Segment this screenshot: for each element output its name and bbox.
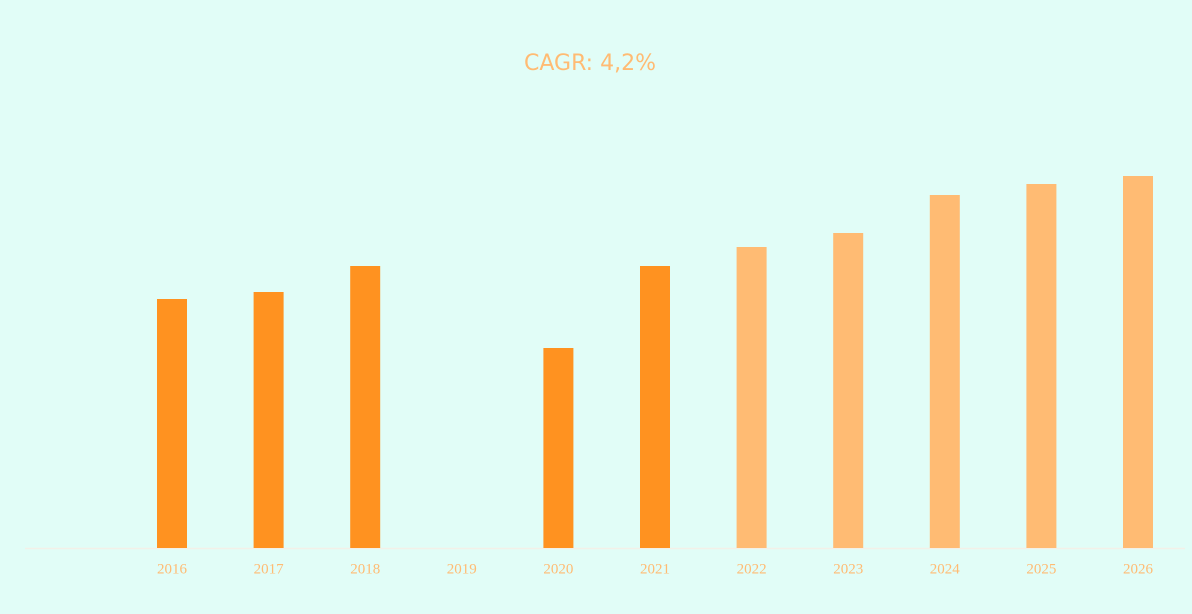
- x-tick-label: 2025: [1026, 561, 1056, 577]
- x-tick-label: 2026: [1123, 561, 1154, 577]
- x-tick-label: 2016: [157, 561, 188, 577]
- x-tick-label: 2022: [737, 561, 767, 577]
- bar: [833, 233, 864, 548]
- bar: [253, 292, 284, 548]
- bar: [157, 299, 187, 548]
- x-tick-label: 2021: [640, 561, 670, 577]
- x-tick-label: 2018: [350, 561, 380, 577]
- bar: [929, 195, 960, 548]
- bar: [736, 247, 767, 548]
- bar: [640, 266, 670, 548]
- x-tick-label: 2019: [447, 561, 477, 577]
- chart-title: CAGR: 4,2%: [524, 51, 656, 76]
- x-tick-label: 2023: [833, 561, 863, 577]
- x-tick-label: 2017: [254, 561, 285, 577]
- bar: [1026, 184, 1057, 548]
- x-tick-label: 2024: [930, 561, 961, 577]
- bar: [543, 348, 574, 548]
- bar: [350, 266, 381, 548]
- x-tick-label: 2020: [543, 561, 573, 577]
- bar: [1123, 176, 1153, 548]
